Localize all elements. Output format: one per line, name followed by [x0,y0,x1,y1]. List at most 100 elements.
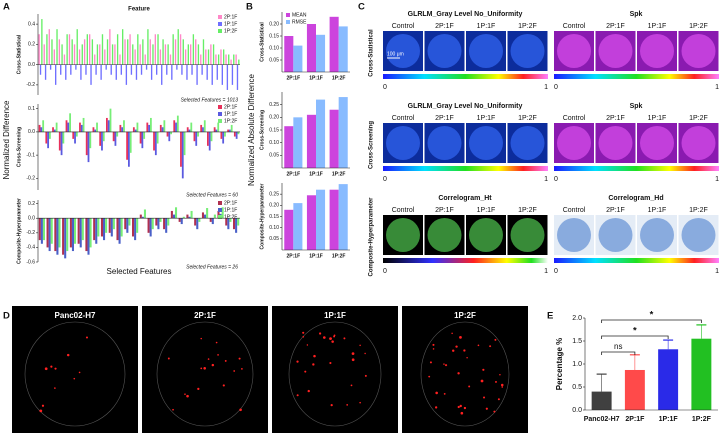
signal-dot [459,336,462,339]
signal-dot [364,352,366,355]
signal-dot [78,371,81,374]
column-label: 1P:1F [648,23,667,30]
bar [74,131,76,144]
bar [293,203,303,250]
bar [85,131,88,156]
bar [92,127,95,132]
y-tick-label: 0.4 [28,21,35,27]
bar [152,44,154,65]
bar [86,34,88,65]
bar [316,34,326,72]
bar [237,131,240,135]
bar [143,209,146,219]
comparison-label: * [650,310,654,321]
y-axis-title: Percentage % [555,338,564,390]
bar [206,208,209,219]
y-tick-label: 1.5 [572,338,582,345]
bar [338,26,348,72]
legend-swatch [218,215,222,219]
column-label: 1P:2F [689,23,708,30]
image-detail [469,218,503,252]
bar [44,64,47,80]
chart-title: Feature [128,7,150,13]
signal-dot [330,404,333,407]
bar [338,184,348,250]
image-detail [640,126,674,160]
bar [43,44,45,65]
bar [53,129,56,132]
bar [100,218,104,237]
signal-dot [500,383,504,387]
bar [140,64,143,75]
bar [39,64,42,75]
legend-swatch [218,208,222,212]
signal-dot [351,352,355,356]
y-tick-label: 0.10 [269,140,279,146]
signal-dot [184,393,186,395]
bar [306,24,316,72]
bar [159,124,162,132]
y-axis-title: Cross-Statistical [259,22,265,62]
bar [141,131,144,149]
signal-dot [224,359,227,362]
image-title: GLRLM_Gray Level No_Uniformity [408,103,523,110]
bar [62,131,65,144]
bar [157,34,159,65]
y-tick-label: 0.0 [28,62,35,68]
bar [233,131,236,137]
bar [201,64,203,75]
bar [221,64,223,85]
x-tick-label: 1P:2F [692,416,712,423]
column-label: 2P:1F [606,115,625,122]
legend-label: 1P:1F [224,207,237,213]
image-title: GLRLM_Gray Level No_Uniformity [408,11,523,18]
bar [89,218,92,248]
signal-dot [364,374,367,377]
signal-dot [480,379,484,383]
y-tick-label: 0.20 [269,203,279,209]
bar [229,218,232,222]
annotation: Selected Features = 26 [186,264,238,270]
image-detail [469,34,503,68]
signal-dot [459,404,462,408]
bar [231,64,234,85]
bar [130,64,133,75]
bar [149,117,152,132]
signal-dot [477,344,480,347]
bar [146,122,149,132]
comparison-bracket [601,335,669,339]
bar [201,212,205,219]
signal-dot [463,349,466,352]
bar [69,113,71,132]
bar [170,210,173,219]
y-tick-label: 0.0 [28,129,35,135]
bar [233,218,236,230]
bar [237,218,240,226]
y-axis-title: Cross-Screening [259,110,265,150]
bar [154,131,157,156]
image-label: Panc02-H7 [55,311,96,320]
column-label: Control [392,115,415,122]
bar [213,127,216,132]
signal-dot [494,338,497,341]
bar [95,64,97,75]
bar [67,122,70,132]
bar [81,218,84,241]
bar [40,127,43,132]
bar [156,131,159,144]
bar [178,218,181,222]
bar [114,131,117,146]
y-tick-label: 0.2 [28,42,35,48]
x-tick-label: 1P:1F [309,253,323,259]
bar [135,64,138,80]
bar [110,218,113,237]
bar [227,218,230,230]
bar [95,218,98,244]
bar [220,131,223,139]
bar [58,218,61,248]
bar [229,129,231,132]
signal-dot [482,396,486,399]
column-label: 1P:2F [689,115,708,122]
bar [107,120,110,132]
legend-swatch [218,15,222,19]
